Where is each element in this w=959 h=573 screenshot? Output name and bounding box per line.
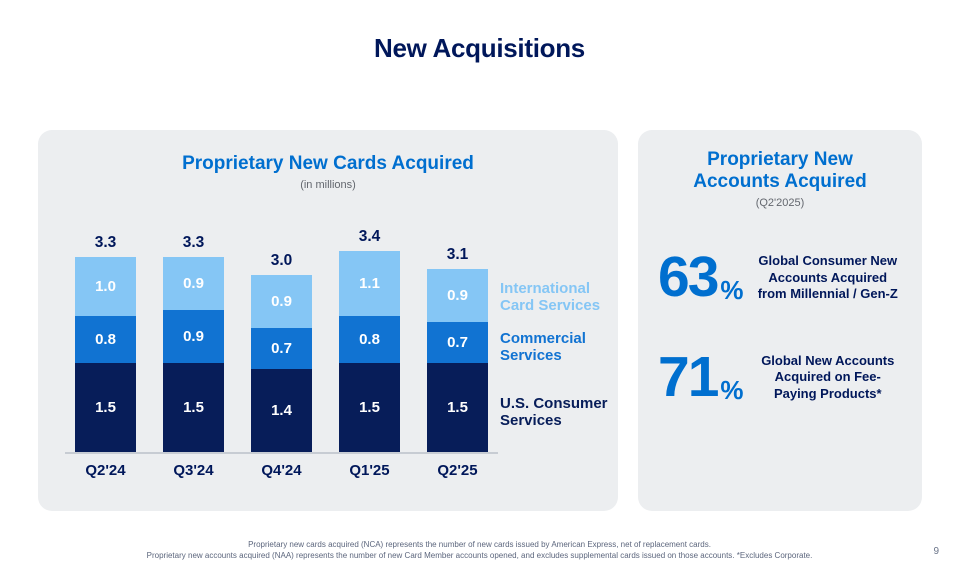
accounts-panel-title: Proprietary New Accounts Acquired xyxy=(693,149,867,193)
bar-q2-25: 3.1 0.9 0.7 1.5 xyxy=(427,246,488,453)
chart-x-axis: Q2'24 Q3'24 Q4'24 Q1'25 Q2'25 xyxy=(65,454,498,479)
page-title: New Acquisitions xyxy=(374,33,585,63)
bar-q1-25: 3.4 1.1 0.8 1.5 xyxy=(339,228,400,453)
stat-fee-paying: 71 % Global New Accounts Acquired on Fee… xyxy=(658,344,902,409)
accounts-acquired-panel: Proprietary New Accounts Acquired (Q2'20… xyxy=(638,130,922,511)
stacked-bar-chart: 3.3 1.0 0.8 1.5 3.3 0.9 0.9 1.5 3.0 0.9 0.7 1.4 3.4 1… xyxy=(38,224,618,479)
legend-item-u-s-consumer-services: U.S. Consumer Services xyxy=(500,395,608,430)
percent-sign: % xyxy=(720,374,744,405)
bar-total-label: 3.3 xyxy=(94,234,117,252)
bar-segment-u-s-consumer-services: 1.5 xyxy=(163,363,224,453)
bar-segment-u-s-consumer-services: 1.4 xyxy=(251,369,312,453)
bar-segment-international-card-services: 1.1 xyxy=(339,251,400,317)
bar-segment-international-card-services: 0.9 xyxy=(427,269,488,323)
bar-q4-24: 3.0 0.9 0.7 1.4 xyxy=(251,252,312,453)
bar-segment-u-s-consumer-services: 1.5 xyxy=(75,363,136,453)
bar-segment-u-s-consumer-services: 1.5 xyxy=(339,363,400,453)
bar-total-label: 3.4 xyxy=(358,228,381,246)
stat-millennial-genz: 63 % Global Consumer New Accounts Acquir… xyxy=(658,245,902,310)
chart-bars-area: 3.3 1.0 0.8 1.5 3.3 0.9 0.9 1.5 3.0 0.9 0.7 1.4 3.4 1… xyxy=(65,224,498,455)
percent-sign: % xyxy=(720,275,744,306)
bar-total-label: 3.1 xyxy=(446,246,469,264)
legend-item-commercial-services: Commercial Services xyxy=(500,330,586,365)
stat-value: 63 xyxy=(658,245,719,310)
bar-segment-international-card-services: 1.0 xyxy=(75,257,136,317)
footnote-line-1: Proprietary new cards acquired (NCA) rep… xyxy=(248,539,711,549)
bar-segment-commercial-services: 0.9 xyxy=(163,310,224,364)
bar-segment-commercial-services: 0.8 xyxy=(339,316,400,364)
stat-description: Global New Accounts Acquired on Fee-Payi… xyxy=(761,352,895,401)
page-number: 9 xyxy=(933,546,939,557)
bar-segment-commercial-services: 0.8 xyxy=(75,316,136,364)
bar-segment-international-card-services: 0.9 xyxy=(163,257,224,311)
x-axis-label-q3-24: Q3'24 xyxy=(173,462,214,480)
cards-acquired-panel: Proprietary New Cards Acquired (in milli… xyxy=(38,130,618,511)
stats-list: 63 % Global Consumer New Accounts Acquir… xyxy=(638,245,922,409)
cards-panel-title: Proprietary New Cards Acquired xyxy=(182,153,474,174)
footnote-line-2: Proprietary new accounts acquired (NAA) … xyxy=(146,550,813,560)
stat-description: Global Consumer New Accounts Acquired fr… xyxy=(757,253,898,302)
stat-number: 63 % xyxy=(658,245,744,310)
bar-segment-commercial-services: 0.7 xyxy=(427,322,488,364)
stat-number: 71 % xyxy=(658,344,744,409)
legend-item-international-card-services: International Card Services xyxy=(500,280,601,315)
content-row: Proprietary New Cards Acquired (in milli… xyxy=(38,130,922,511)
x-axis-label-q2-25: Q2'25 xyxy=(437,462,478,480)
bar-q2-24: 3.3 1.0 0.8 1.5 xyxy=(75,234,136,453)
bar-segment-international-card-services: 0.9 xyxy=(251,275,312,329)
footnotes: Proprietary new cards acquired (NCA) rep… xyxy=(0,539,959,561)
bar-segment-u-s-consumer-services: 1.5 xyxy=(427,363,488,453)
cards-panel-subtitle: (in millions) xyxy=(300,179,356,192)
x-axis-label-q4-24: Q4'24 xyxy=(261,462,302,480)
bar-q3-24: 3.3 0.9 0.9 1.5 xyxy=(163,234,224,453)
x-axis-label-q1-25: Q1'25 xyxy=(349,462,390,480)
bar-total-label: 3.3 xyxy=(182,234,205,252)
stat-value: 71 xyxy=(658,344,719,409)
x-axis-label-q2-24: Q2'24 xyxy=(85,462,126,480)
bar-total-label: 3.0 xyxy=(270,252,293,270)
bar-segment-commercial-services: 0.7 xyxy=(251,328,312,370)
chart-legend: International Card Services Commercial Se… xyxy=(500,224,618,479)
accounts-panel-subtitle: (Q2'2025) xyxy=(755,197,805,210)
